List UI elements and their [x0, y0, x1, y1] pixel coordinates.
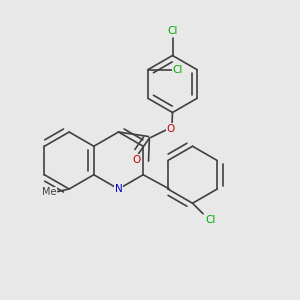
Text: N: N: [115, 184, 122, 194]
Text: O: O: [167, 124, 175, 134]
Text: Cl: Cl: [206, 215, 216, 225]
Text: O: O: [132, 155, 141, 165]
Text: Cl: Cl: [167, 26, 178, 36]
Text: Cl: Cl: [172, 65, 183, 75]
Text: Me: Me: [42, 187, 57, 197]
